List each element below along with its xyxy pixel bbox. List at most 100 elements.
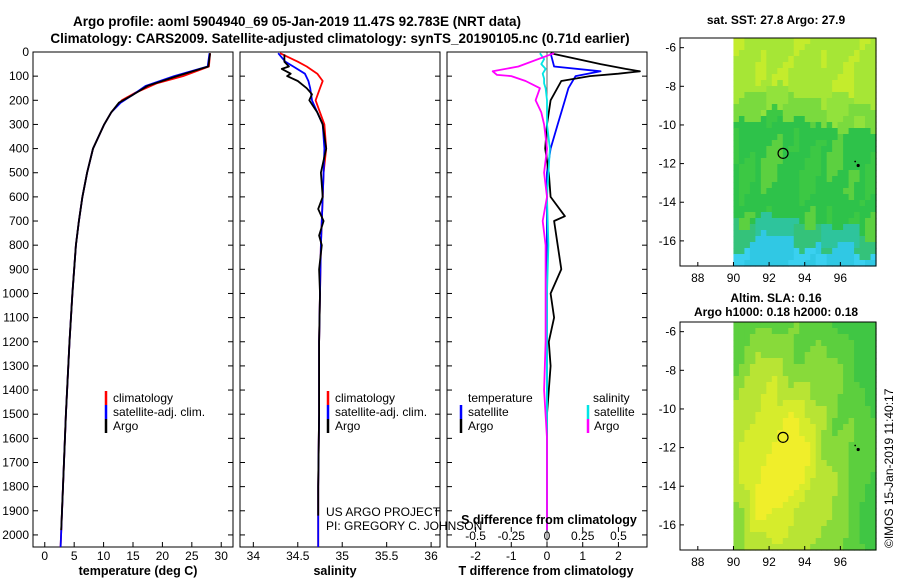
- map-cell: [793, 532, 800, 539]
- map-cell: [777, 200, 784, 207]
- map-cell: [771, 68, 778, 75]
- map-cell: [799, 44, 806, 51]
- map-cell: [793, 80, 800, 87]
- map-cell: [821, 436, 828, 443]
- map-cell: [804, 418, 811, 425]
- map-cell: [771, 478, 778, 485]
- map-cell: [749, 38, 756, 45]
- map-cell: [738, 242, 746, 249]
- map-cell: [815, 364, 822, 371]
- map-cell: [870, 346, 877, 353]
- map-cell: [777, 188, 784, 195]
- map-cell: [848, 56, 855, 63]
- map-cell: [837, 352, 844, 359]
- map-cell: [744, 212, 751, 219]
- map-cell: [870, 68, 877, 75]
- map-cell: [760, 152, 767, 159]
- map-cell: [848, 382, 855, 389]
- map-cell: [738, 152, 746, 159]
- map-cell: [755, 92, 762, 99]
- map-cell: [744, 104, 751, 111]
- map-cell: [777, 508, 784, 515]
- map-cell: [733, 370, 740, 377]
- map-cell: [766, 472, 773, 479]
- map-cell: [810, 448, 817, 455]
- map-cell: [810, 224, 817, 231]
- map-cell: [870, 92, 877, 99]
- map-cell: [837, 514, 844, 521]
- map-cell: [793, 460, 800, 467]
- map-cell: [738, 322, 746, 329]
- map-cell: [782, 170, 789, 177]
- map-cell: [826, 62, 833, 69]
- map-cell: [744, 38, 751, 45]
- map-cell: [782, 514, 789, 521]
- map-cell: [733, 116, 740, 123]
- map-cell: [755, 352, 762, 359]
- map-cell: [799, 514, 806, 521]
- map-cell: [799, 538, 806, 545]
- map-cell: [788, 430, 795, 437]
- map-cell: [826, 514, 833, 521]
- map-cell: [766, 448, 773, 455]
- map-cell: [821, 188, 828, 195]
- map-cell: [848, 430, 855, 437]
- map-cell: [788, 388, 795, 395]
- map-cell: [815, 188, 822, 195]
- map-cell: [771, 358, 778, 365]
- map-y-tick-label: -8: [665, 363, 676, 377]
- map-cell: [843, 248, 850, 255]
- map-cell: [865, 128, 872, 135]
- map-cell: [815, 352, 822, 359]
- map-cell: [771, 394, 778, 401]
- map-cell: [848, 50, 855, 57]
- map-cell: [815, 170, 822, 177]
- map-cell: [799, 80, 806, 87]
- map-cell: [870, 212, 877, 219]
- t-x-tick-label: -1: [506, 549, 517, 563]
- map-cell: [832, 430, 839, 437]
- map-cell: [788, 152, 795, 159]
- map-cell: [826, 194, 833, 201]
- map-cell: [744, 454, 751, 461]
- map-cell: [744, 322, 751, 329]
- map-cell: [854, 538, 861, 545]
- map-cell: [843, 322, 850, 329]
- map-cell: [810, 152, 817, 159]
- map-cell: [782, 352, 789, 359]
- map-cell: [799, 182, 806, 189]
- map-cell: [771, 242, 778, 249]
- map-cell: [755, 424, 762, 431]
- map-cell: [738, 182, 746, 189]
- map-cell: [744, 532, 751, 539]
- map-cell: [738, 382, 746, 389]
- map-cell: [854, 424, 861, 431]
- map-cell: [766, 418, 773, 425]
- map-x-tick-label: 90: [727, 271, 741, 285]
- map-cell: [837, 152, 844, 159]
- map-cell: [766, 532, 773, 539]
- map-cell: [837, 158, 844, 165]
- map-cell: [788, 188, 795, 195]
- map-cell: [815, 460, 822, 467]
- map-cell: [859, 104, 866, 111]
- title-line-2: Climatology: CARS2009. Satellite-adjuste…: [50, 31, 629, 46]
- map-cell: [815, 224, 822, 231]
- map-cell: [843, 430, 850, 437]
- map-cell: [854, 478, 861, 485]
- map-cell: [744, 328, 751, 335]
- map-cell: [782, 358, 789, 365]
- map-cell: [810, 460, 817, 467]
- map-cell: [821, 116, 828, 123]
- map-cell: [760, 442, 767, 449]
- map-cell: [837, 230, 844, 237]
- map-cell: [755, 466, 762, 473]
- map-cell: [815, 62, 822, 69]
- map-cell: [782, 176, 789, 183]
- map-cell: [733, 436, 740, 443]
- map-cell: [799, 122, 806, 129]
- map-cell: [832, 44, 839, 51]
- map-cell: [793, 242, 800, 249]
- map-cell: [782, 436, 789, 443]
- map-cell: [793, 382, 800, 389]
